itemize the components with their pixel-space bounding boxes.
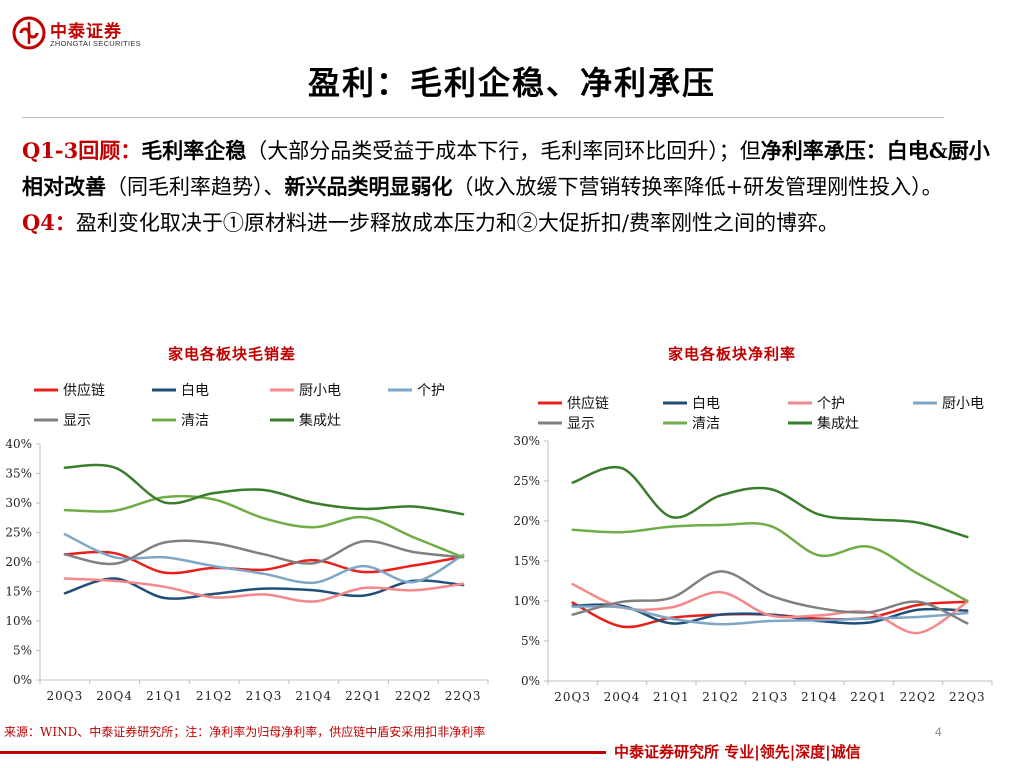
x-tick-label: 21Q3 xyxy=(246,689,283,703)
q1-3-bold-1: 毛利率企稳 xyxy=(141,138,247,163)
page-title: 盈利：毛利企稳、净利承压 xyxy=(307,64,716,102)
series-line xyxy=(63,463,465,516)
legend-label: 个护 xyxy=(417,383,445,399)
x-tick-label: 20Q3 xyxy=(47,689,84,703)
legend-label: 供应链 xyxy=(567,395,609,412)
gross-sales-margin-chart: 0% 5% 10% 15% 20% 25% 30% 35% 40% 20Q3 20Q4 21Q1 21Q… xyxy=(5,382,489,703)
legend-label: 显示 xyxy=(567,416,595,432)
y-tick-label: 25% xyxy=(513,474,540,488)
q4-text: 盈利变化取决于①原材料进一步释放成本压力和②大促折扣/费率刚性之间的博弈。 xyxy=(75,211,839,235)
q1-3-review: Q1-3回顾：毛利率企稳（大部分品类受益于成本下行，毛利率同环比回升）；但净利率… xyxy=(22,133,1007,205)
footer-divider xyxy=(0,751,606,754)
series-line xyxy=(571,570,969,625)
y-tick-label: 20% xyxy=(5,555,32,569)
y-tick-label: 10% xyxy=(5,614,32,628)
q1-3-text-3: （收入放缓下营销转换率降低+研发管理刚性投入）。 xyxy=(452,175,943,199)
x-tick-label: 22Q1 xyxy=(345,689,382,703)
y-tick-label: 0% xyxy=(521,674,540,688)
y-tick-label: 30% xyxy=(513,434,540,448)
y-tick-label: 10% xyxy=(513,594,540,608)
x-tick-label: 22Q2 xyxy=(395,689,432,703)
x-tick-label: 21Q2 xyxy=(702,690,739,704)
footer-slogan: 中泰证券研究所 专业|领先|深度|诚信 xyxy=(614,743,861,761)
x-tick-label: 20Q3 xyxy=(554,690,591,704)
y-tick-label: 40% xyxy=(5,437,32,451)
x-tick-label: 22Q3 xyxy=(949,690,986,704)
y-tick-label: 0% xyxy=(13,673,32,687)
x-tick-label: 21Q4 xyxy=(295,689,332,703)
company-logo: 中泰证券 ZHONGTAI SECURITIES xyxy=(12,14,162,54)
legend-label: 供应链 xyxy=(63,382,105,399)
y-tick-label: 15% xyxy=(513,554,540,568)
legend-label: 白电 xyxy=(692,396,720,412)
source-note: 来源：WIND、中泰证券研究所；注：净利率为归母净利率，供应链中盾安采用扣非净利… xyxy=(4,725,486,739)
x-tick-label: 22Q2 xyxy=(900,690,937,704)
q1-3-text-2: （同毛利率趋势）、 xyxy=(106,175,285,199)
series-line xyxy=(571,465,969,539)
y-tick-label: 20% xyxy=(513,514,540,528)
x-tick-label: 20Q4 xyxy=(96,689,133,703)
chart-2-title: 家电各板块净利率 xyxy=(668,345,797,363)
x-tick-label: 22Q3 xyxy=(445,689,482,703)
q4-outlook: Q4：盈利变化取决于①原材料进一步释放成本压力和②大促折扣/费率刚性之间的博弈。 xyxy=(22,205,1007,241)
title-divider xyxy=(22,117,944,118)
legend-label: 厨小电 xyxy=(942,396,984,412)
logo-mark-icon xyxy=(12,16,46,50)
net-margin-chart: 0% 5% 10% 15% 20% 25% 30% 20Q3 20Q4 21Q1 21Q2 21Q3 2… xyxy=(513,395,993,704)
logo-cn-text: 中泰证券 xyxy=(50,22,122,42)
legend-label: 白电 xyxy=(181,383,209,399)
q1-3-label: Q1-3回顾： xyxy=(22,138,142,163)
series-line xyxy=(63,577,465,603)
series-line xyxy=(571,522,969,603)
legend-label: 清洁 xyxy=(692,416,720,432)
chart-1-title: 家电各板块毛销差 xyxy=(168,345,297,363)
x-tick-label: 21Q3 xyxy=(752,690,789,704)
y-tick-label: 25% xyxy=(5,526,32,540)
legend-label: 个护 xyxy=(817,396,845,412)
series-line xyxy=(63,494,465,559)
x-tick-label: 20Q4 xyxy=(604,690,641,704)
q1-3-text-1: （大部分品类受益于成本下行，毛利率同环比回升）；但 xyxy=(246,139,761,163)
x-tick-label: 21Q1 xyxy=(653,690,690,704)
series-line xyxy=(571,605,969,626)
y-tick-label: 35% xyxy=(5,467,32,481)
q1-3-bold-2: 净利率承压：白电&厨小相对改善 xyxy=(22,138,990,199)
y-tick-label: 30% xyxy=(5,496,32,510)
y-tick-label: 15% xyxy=(5,585,32,599)
x-tick-label: 22Q1 xyxy=(850,690,887,704)
y-tick-label: 5% xyxy=(13,644,32,658)
summary-paragraph: Q1-3回顾：毛利率企稳（大部分品类受益于成本下行，毛利率同环比回升）；但净利率… xyxy=(22,133,1007,241)
y-tick-label: 5% xyxy=(521,634,540,648)
legend-label: 清洁 xyxy=(181,413,209,429)
q1-3-bold-3: 新兴品类明显弱化 xyxy=(284,174,453,199)
legend-label: 集成灶 xyxy=(299,412,341,429)
x-tick-label: 21Q4 xyxy=(801,690,838,704)
series-line xyxy=(63,533,465,585)
legend-label: 厨小电 xyxy=(299,383,341,399)
x-tick-label: 21Q1 xyxy=(146,689,183,703)
x-tick-label: 21Q2 xyxy=(196,689,233,703)
legend-label: 显示 xyxy=(63,413,91,429)
legend-label: 集成灶 xyxy=(817,415,859,432)
series-line xyxy=(63,539,465,566)
q4-label: Q4： xyxy=(22,210,76,235)
logo-en-text: ZHONGTAI SECURITIES xyxy=(50,39,141,48)
page-number: 4 xyxy=(935,725,942,739)
